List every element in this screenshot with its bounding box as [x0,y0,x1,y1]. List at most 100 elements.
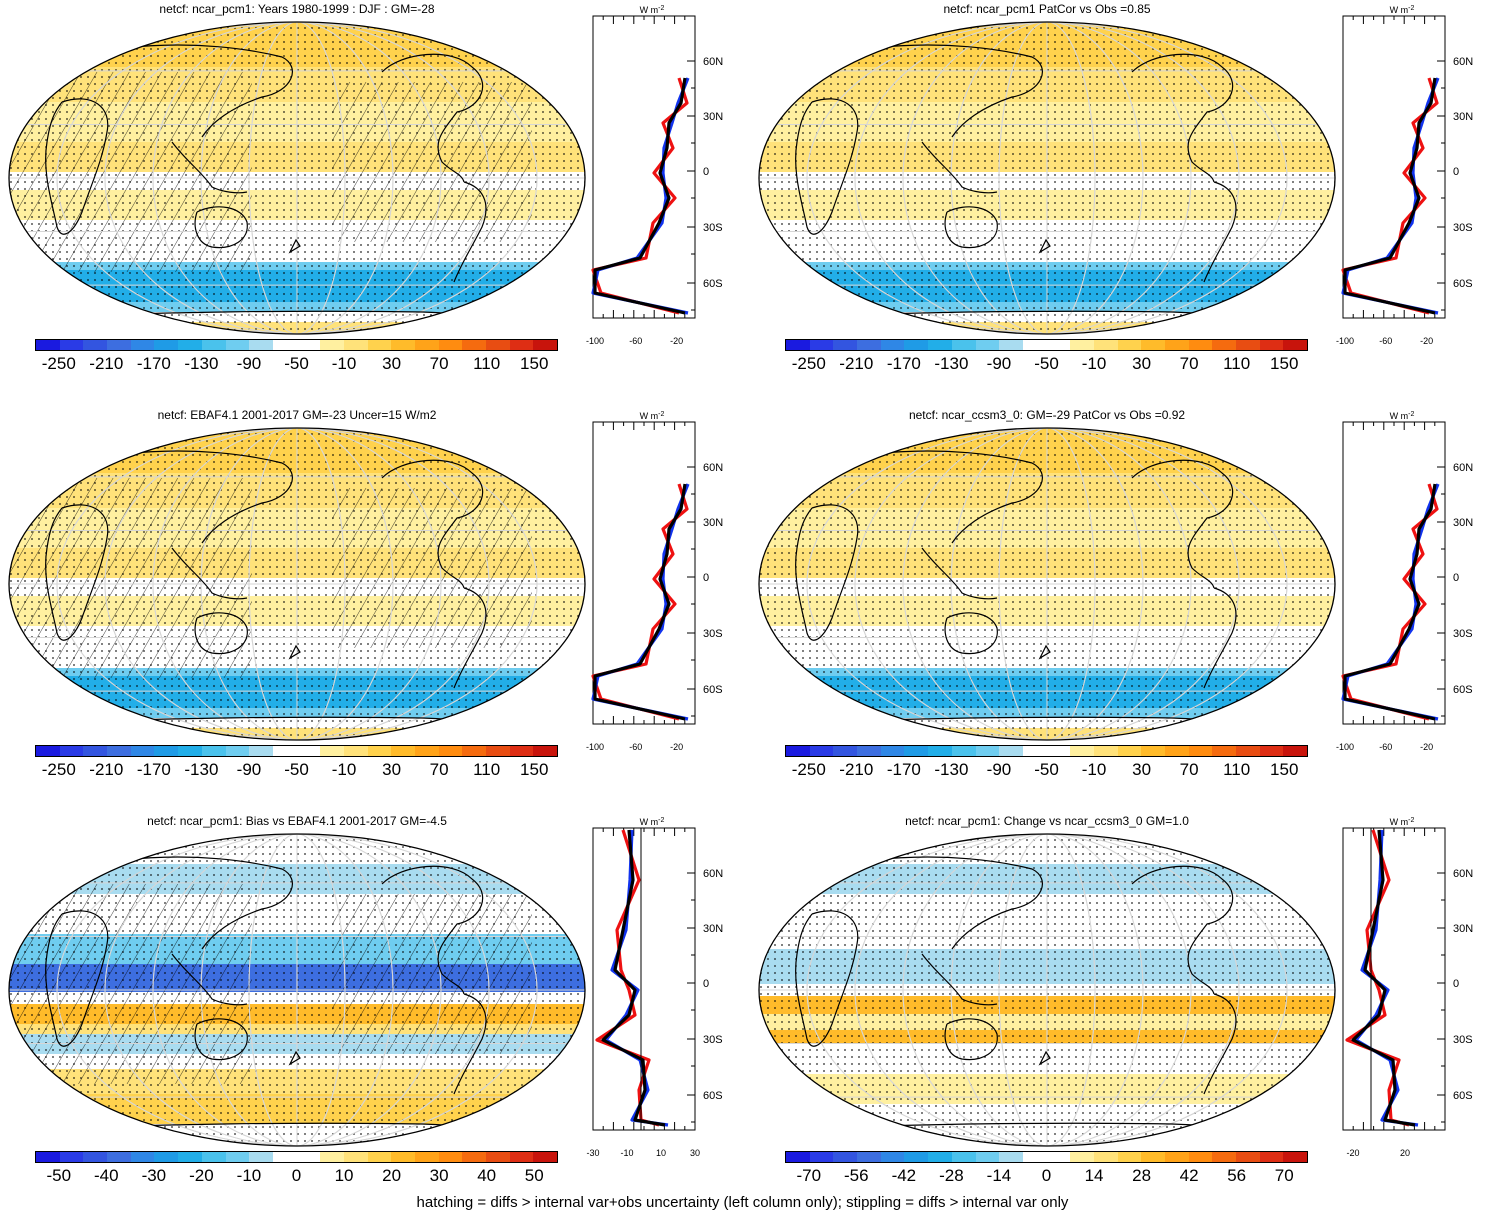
zonal-x-tick-label: -100 [1336,336,1354,346]
latitude-tick-label: 0 [703,166,709,178]
coastline-path [921,953,998,1006]
colorbar-tick-label: 70 [1179,354,1199,373]
colorbar-swatch [1093,746,1118,756]
colorbar-swatch [833,340,858,350]
colorbar-swatch [415,1152,439,1162]
colorbar-tick-label: -10 [1081,354,1107,373]
colorbar-tick-label: -250 [791,354,826,373]
zonal-curve-red [591,483,689,721]
zonal-x-tick-label: 30 [690,1148,700,1158]
map-panel: netcf: ncar_pcm1 PatCor vs Obs =0.85 -250… [750,0,1485,400]
colorbar-swatch [1188,1152,1213,1162]
colorbar-swatch [880,1152,905,1162]
colorbar-swatch [1165,1152,1189,1162]
colorbar-tick-label: -14 [986,1166,1012,1185]
coastline-path [171,547,248,600]
colorbar-tick-label: -130 [934,760,969,779]
zonal-curve-black [593,77,687,315]
zonal-x-tick-label: -10 [620,1148,633,1158]
colorbar-tick-label: 30 [1132,354,1152,373]
colorbar-swatch [999,1152,1023,1162]
colorbar-swatch [438,1152,463,1162]
colorbar-swatch [367,1152,392,1162]
colorbar-tick-label: -10 [331,354,357,373]
colorbar-swatch [296,340,321,350]
latitude-tick-label: 60N [703,462,723,474]
colorbar-swatch [83,746,108,756]
colorbar-swatch [272,746,297,756]
colorbar-swatch [462,746,487,756]
colorbar-swatch [904,1152,929,1162]
coastline-path [288,238,301,254]
coastline-path [1203,993,1237,1095]
colorbar-tick-label: -210 [839,760,874,779]
colorbar-tick-label: 30 [382,760,402,779]
latitude-tick-label: 60N [1453,462,1473,474]
zonal-curve-black [601,829,666,1127]
zonal-unit-label: W m-2 [1390,5,1415,15]
coastline-path [381,459,484,589]
colorbar-tick-label: -28 [939,1166,964,1185]
colorbar-swatch [391,746,415,756]
latitude-tick-label: 30N [703,923,723,935]
colorbar-tick-label: -30 [141,1166,167,1185]
colorbar-swatch [107,746,131,756]
colorbar-swatch [59,340,84,350]
colorbar-tick-label: 150 [1270,354,1299,373]
latitude-tick-label: 30N [1453,111,1473,123]
coastline-path [288,1050,301,1066]
colorbar-swatch [1117,746,1142,756]
coastline-path [381,53,484,183]
colorbar-tick-label: 14 [1084,1166,1104,1185]
colorbar-swatch [880,340,905,350]
latitude-tick-label: 30S [703,1034,723,1046]
colorbar-swatch [857,1152,881,1162]
colorbar-swatch [928,340,952,350]
colorbar [35,339,558,351]
colorbar-swatch [1236,1152,1260,1162]
colorbar-swatch [509,340,534,350]
colorbar [35,1151,558,1163]
latitude-tick-label: 0 [1453,978,1459,990]
colorbar-swatch [1022,340,1047,350]
colorbar-swatch [1141,746,1165,756]
zonal-x-tick-label: -100 [586,742,604,752]
colorbar-swatch [367,340,392,350]
colorbar-swatch [107,1152,131,1162]
colorbar-swatch [415,746,439,756]
colorbar-tick-label: -170 [886,760,921,779]
coastline-path [921,547,998,600]
colorbar-swatch [904,340,929,350]
global-map [758,833,1336,1147]
zonal-x-tick-label: -60 [1379,742,1392,752]
latitude-tick-label: 30S [1453,628,1473,640]
colorbar-swatch [225,340,250,350]
latitude-tick-label: 60N [703,868,723,880]
colorbar-swatch [509,1152,534,1162]
latitude-tick-label: 0 [703,978,709,990]
colorbar-tick-label: 10 [334,1166,354,1185]
coastline-path [453,181,487,283]
global-map [8,833,586,1147]
colorbar-swatch [225,746,250,756]
colorbar-swatch [928,746,952,756]
colorbar-swatch [201,340,226,350]
zonal-x-tick-label: -100 [1336,742,1354,752]
coastline-path [45,504,109,641]
colorbar-swatch [1236,340,1260,350]
zonal-mean-plot: W m-2 60N 30N 0 30S 60S -100 -60 -20 [586,5,723,346]
colorbar-swatch [36,340,60,350]
panel-title: netcf: ncar_pcm1: Bias vs EBAF4.1 2001-2… [147,814,447,828]
colorbar-swatch [951,340,976,350]
coastline-path [1038,644,1051,660]
colorbar-tick-label: 30 [382,354,402,373]
colorbar-swatch [154,1152,179,1162]
colorbar-swatch [951,1152,976,1162]
colorbar-swatch [533,340,558,350]
colorbar-swatch [1117,340,1142,350]
zonal-x-tick-label: -20 [1346,1148,1359,1158]
colorbar-swatch [130,746,155,756]
colorbar-swatch [975,1152,1000,1162]
colorbar-tick-label: 40 [477,1166,497,1185]
colorbar-swatch [249,340,273,350]
